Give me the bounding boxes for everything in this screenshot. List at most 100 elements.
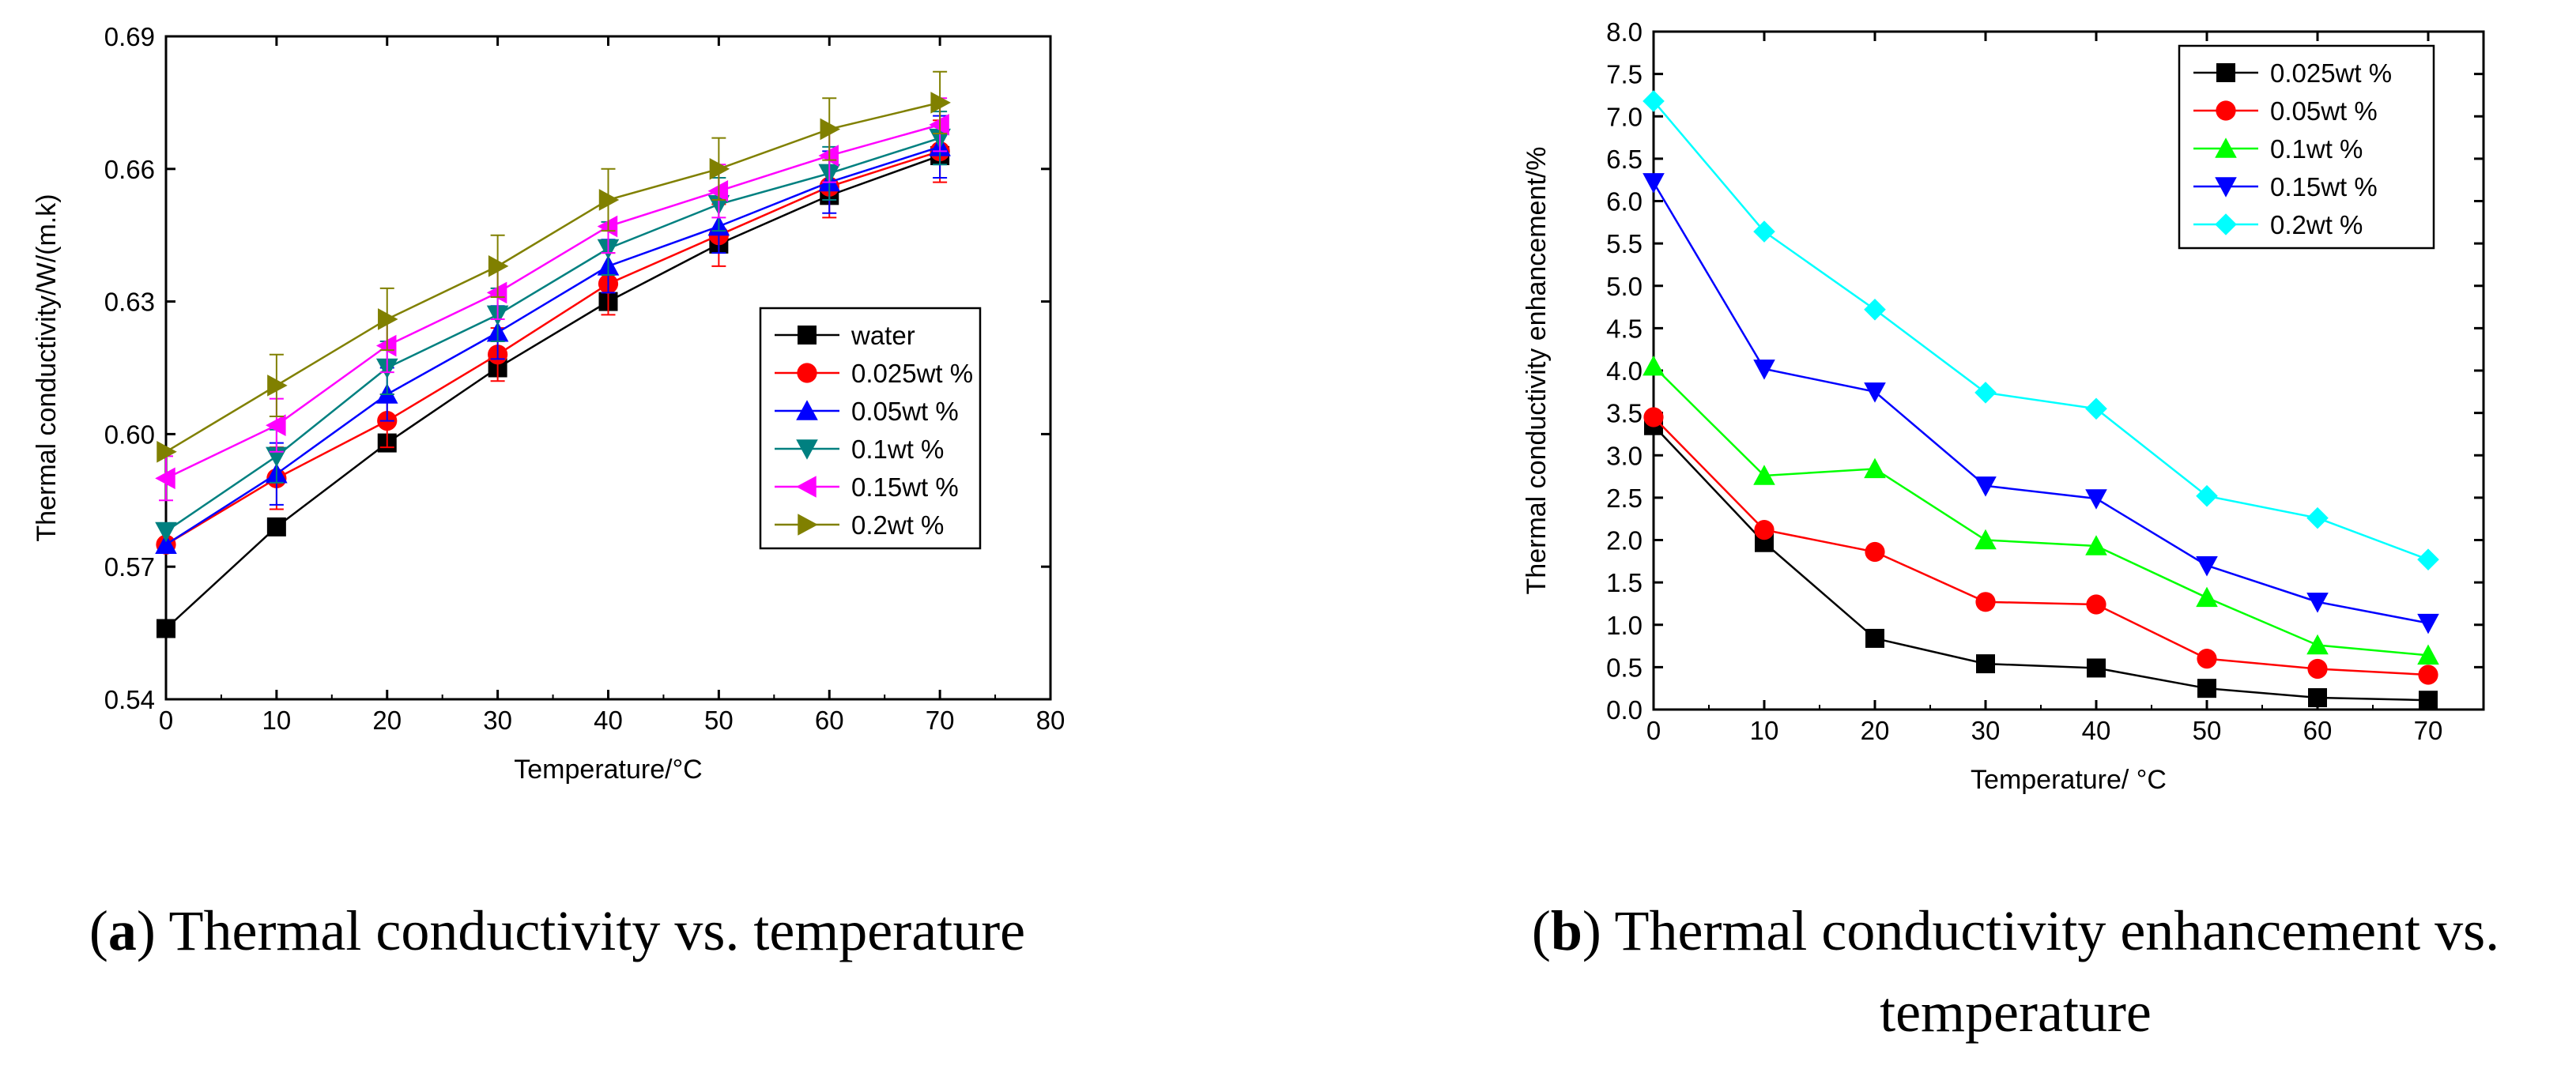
x-tick-label: 0 xyxy=(1646,716,1661,745)
data-point xyxy=(155,467,175,490)
legend-swatch-marker xyxy=(2216,63,2235,82)
data-point xyxy=(1643,355,1665,376)
caption-b-line2: temperature xyxy=(1880,981,2152,1044)
data-point xyxy=(267,375,288,397)
data-point xyxy=(378,308,398,330)
y-tick-label: 0.54 xyxy=(104,685,155,714)
data-point xyxy=(1976,654,1995,674)
y-tick-label: 0.63 xyxy=(104,288,155,317)
data-point xyxy=(2196,555,2218,577)
series-line xyxy=(165,101,941,453)
y-tick-label: 7.0 xyxy=(1606,102,1643,131)
series-0-1wt- xyxy=(1643,355,2439,665)
data-point xyxy=(1864,382,1886,403)
y-tick-label: 0.57 xyxy=(104,552,155,582)
data-point xyxy=(2197,649,2217,669)
x-tick-label: 70 xyxy=(926,706,955,735)
legend-label: 0.1wt % xyxy=(2270,134,2363,164)
x-tick-label: 70 xyxy=(2414,716,2443,745)
series-line xyxy=(1653,100,2429,561)
data-point xyxy=(1753,220,1775,243)
x-axis-title: Temperature/°C xyxy=(514,755,702,785)
x-tick-label: 60 xyxy=(2303,716,2333,745)
y-tick-label: 5.0 xyxy=(1606,272,1643,301)
data-point xyxy=(2085,489,2107,510)
legend-label: 0.025wt % xyxy=(2270,58,2392,88)
legend-label: 0.05wt % xyxy=(851,397,959,426)
series-line xyxy=(1652,182,2429,624)
data-point xyxy=(155,521,177,543)
series-line xyxy=(165,154,941,630)
data-point xyxy=(2418,665,2438,685)
y-tick-label: 0.66 xyxy=(104,155,155,184)
series-line xyxy=(1653,365,2429,657)
legend-swatch-marker xyxy=(797,363,817,383)
y-tick-label: 2.5 xyxy=(1606,484,1643,513)
series-0-15wt- xyxy=(1643,173,2439,634)
series-0-2wt- xyxy=(157,70,951,463)
data-point xyxy=(930,92,951,114)
legend-label: 0.05wt % xyxy=(2270,96,2378,126)
y-tick-label: 6.5 xyxy=(1606,145,1643,174)
x-tick-label: 0 xyxy=(159,706,173,735)
y-tick-label: 0.5 xyxy=(1606,653,1643,682)
data-point xyxy=(1865,541,1885,563)
data-point xyxy=(2307,658,2328,680)
data-point xyxy=(2085,535,2107,555)
x-tick-label: 30 xyxy=(483,706,512,735)
legend: 0.025wt % 0.05wt % 0.1wt % 0.15wt % 0.2wt % xyxy=(2178,44,2435,250)
data-point xyxy=(157,440,177,463)
data-point xyxy=(1864,298,1886,321)
series-line xyxy=(165,137,941,533)
data-point xyxy=(266,517,286,536)
y-tick-label: 3.5 xyxy=(1606,399,1643,428)
data-point xyxy=(1643,407,1664,427)
data-point xyxy=(488,255,509,277)
x-tick-label: 10 xyxy=(262,706,292,735)
data-point xyxy=(818,145,839,167)
caption-b: (b) Thermal conductivity enhancement vs. xyxy=(1532,899,2499,962)
data-point xyxy=(820,118,841,141)
y-tick-label: 7.5 xyxy=(1606,60,1643,89)
legend: water 0.025wt % 0.05wt % 0.1wt % 0.15wt % 0.2… xyxy=(759,307,982,550)
data-point xyxy=(2086,594,2106,615)
legend-swatch-marker xyxy=(798,326,817,344)
x-tick-label: 20 xyxy=(1861,716,1890,745)
data-point xyxy=(707,179,729,202)
series-line xyxy=(165,150,941,546)
legend-swatch-marker xyxy=(796,439,818,460)
x-tick-label: 20 xyxy=(372,706,402,735)
data-point xyxy=(1974,529,1997,550)
y-tick-label: 1.0 xyxy=(1606,611,1643,640)
legend-label: 0.2wt % xyxy=(2270,210,2363,239)
data-point xyxy=(2087,658,2106,678)
data-point xyxy=(709,158,730,180)
series-0-05wt- xyxy=(1643,407,2438,685)
data-point xyxy=(1643,173,1665,194)
y-tick-label: 8.0 xyxy=(1606,17,1643,47)
y-axis-title: Thermal conductivity enhancement/% xyxy=(1522,147,1552,595)
legend-label: 0.1wt % xyxy=(851,435,944,464)
caption-a-letter: a xyxy=(108,899,137,962)
x-tick-label: 50 xyxy=(2193,716,2222,745)
y-tick-label: 4.0 xyxy=(1606,356,1643,386)
legend-label: water xyxy=(850,321,915,350)
data-point xyxy=(1753,360,1775,380)
data-point xyxy=(1754,520,1775,540)
data-point xyxy=(2306,634,2329,655)
data-point xyxy=(155,533,177,554)
series-line xyxy=(165,123,941,480)
y-tick-label: 5.5 xyxy=(1606,229,1643,258)
data-point xyxy=(2417,548,2439,570)
x-tick-label: 40 xyxy=(2082,716,2111,745)
x-tick-label: 30 xyxy=(1971,716,2001,745)
data-point xyxy=(598,189,620,211)
data-point xyxy=(157,619,175,638)
data-point xyxy=(486,281,507,304)
data-point xyxy=(266,414,286,437)
legend-swatch-marker xyxy=(2216,100,2236,121)
series-line xyxy=(1653,416,2429,676)
data-point xyxy=(597,215,618,238)
data-point xyxy=(2197,679,2216,698)
